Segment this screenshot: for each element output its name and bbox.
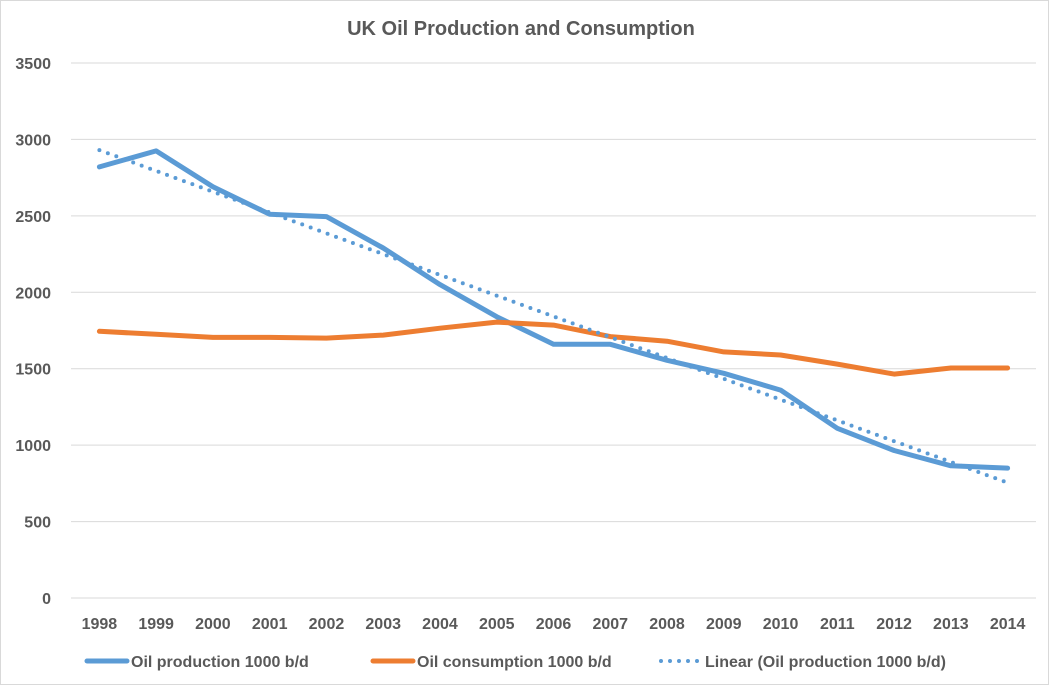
x-tick-label: 2003 bbox=[365, 616, 401, 633]
legend: Oil production 1000 b/d Oil consumption 1… bbox=[84, 654, 946, 671]
x-tick-label: 2006 bbox=[536, 616, 572, 633]
x-tick-label: 2004 bbox=[422, 616, 458, 633]
y-tick-label: 2500 bbox=[15, 209, 51, 226]
x-tick-label: 2005 bbox=[479, 616, 515, 633]
x-tick-label: 2009 bbox=[706, 616, 742, 633]
x-tick-label: 1999 bbox=[138, 616, 174, 633]
y-tick-label: 2000 bbox=[15, 285, 51, 302]
x-axis-ticks: 1998 1999 2000 2001 2002 2003 2004 2005 2006 2007… bbox=[82, 616, 1026, 633]
x-tick-label: 2014 bbox=[990, 616, 1026, 633]
x-tick-label: 2002 bbox=[309, 616, 345, 633]
x-tick-label: 2007 bbox=[592, 616, 628, 633]
x-tick-label: 2013 bbox=[933, 616, 969, 633]
y-tick-label: 1500 bbox=[15, 362, 51, 379]
gridlines bbox=[71, 62, 1036, 599]
x-tick-label: 2011 bbox=[820, 616, 855, 633]
legend-label: Oil production 1000 b/d bbox=[131, 654, 309, 671]
legend-label: Oil consumption 1000 b/d bbox=[417, 654, 612, 671]
x-tick-label: 2001 bbox=[252, 616, 288, 633]
y-tick-label: 3500 bbox=[15, 56, 51, 73]
series-lines bbox=[96, 148, 1011, 485]
series-line-2 bbox=[96, 319, 1011, 377]
x-tick-label: 2000 bbox=[195, 616, 231, 633]
x-tick-label: 1998 bbox=[82, 616, 118, 633]
legend-label: Linear (Oil production 1000 b/d) bbox=[705, 654, 946, 671]
x-tick-label: 2010 bbox=[763, 616, 799, 633]
y-tick-label: 1000 bbox=[15, 438, 51, 455]
x-tick-label: 2012 bbox=[876, 616, 912, 633]
y-tick-label: 0 bbox=[42, 591, 51, 608]
y-tick-label: 3000 bbox=[15, 132, 51, 149]
chart-title: UK Oil Production and Consumption bbox=[347, 18, 695, 40]
x-tick-label: 2008 bbox=[649, 616, 685, 633]
y-axis-ticks: 0 500 1000 1500 2000 2500 3000 3500 bbox=[15, 56, 51, 608]
y-tick-label: 500 bbox=[24, 515, 51, 532]
series-line-3 bbox=[97, 148, 1010, 485]
